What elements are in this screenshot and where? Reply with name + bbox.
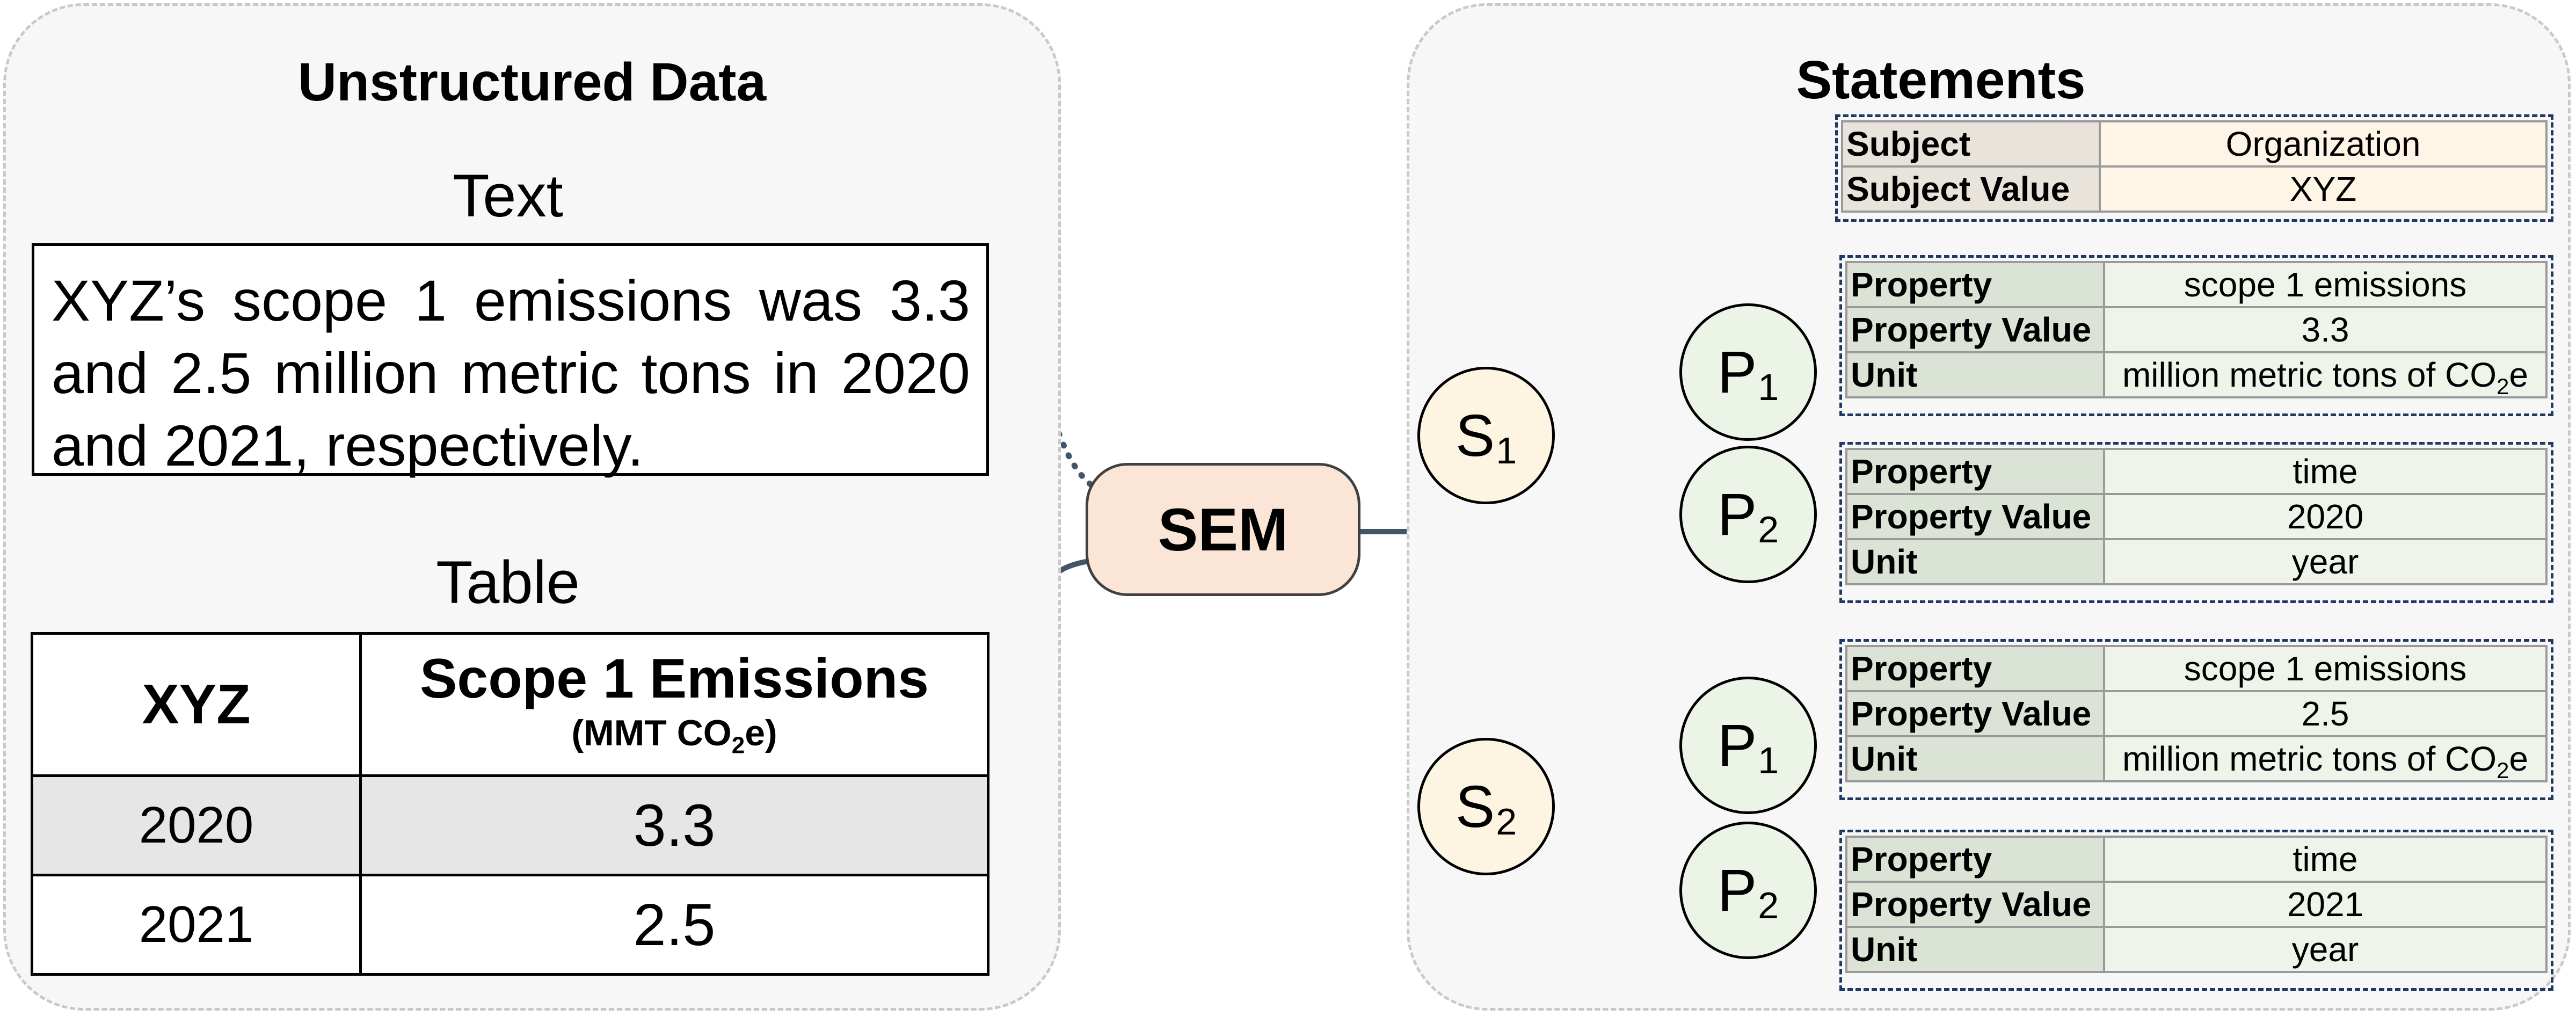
- table-header-company: XYZ: [31, 632, 362, 777]
- unit-value: million metric tons of CO2e: [2103, 735, 2548, 782]
- node-letter: P: [1717, 339, 1757, 405]
- property-name: scope 1 emissions: [2103, 645, 2548, 692]
- node-index: 1: [1758, 366, 1779, 408]
- unstructured-data-title: Unstructured Data: [297, 52, 767, 112]
- property-name: time: [2103, 836, 2548, 883]
- property-row: Property Value 2021: [1845, 881, 2548, 928]
- node-index: 1: [1496, 430, 1517, 471]
- node-letter: S: [1455, 773, 1495, 840]
- node-index: 2: [1758, 884, 1779, 926]
- node-letter: P: [1717, 712, 1757, 779]
- property-value: 2.5: [2103, 690, 2548, 737]
- node-letter: P: [1717, 481, 1757, 548]
- property-statement-1: Property scope 1 emissions Property Value…: [1839, 255, 2553, 416]
- property-value-key: Property Value: [1845, 306, 2105, 353]
- property-key: Property: [1845, 836, 2105, 883]
- property-row: Property scope 1 emissions: [1845, 261, 2548, 308]
- unit-post: e: [2509, 739, 2528, 778]
- table-cell-value: 2.5: [359, 874, 989, 976]
- node-letter: P: [1717, 857, 1757, 924]
- unit-key: Unit: [1845, 351, 2105, 398]
- unit-pre: million metric tons of CO: [2122, 739, 2497, 778]
- property-row: Property scope 1 emissions: [1845, 645, 2548, 692]
- table-header-emissions-label: Scope 1 Emissions: [420, 647, 929, 710]
- property-value-key: Property Value: [1845, 881, 2105, 928]
- subject-key: Subject: [1841, 120, 2101, 168]
- table-header-unit: (MMT CO2e): [362, 709, 987, 761]
- subject-row: Subject Value XYZ: [1841, 165, 2548, 213]
- property-value-key: Property Value: [1845, 493, 2105, 540]
- property-row: Unit year: [1845, 538, 2548, 585]
- subject-value: XYZ: [2099, 165, 2548, 213]
- property-value: 2021: [2103, 881, 2548, 928]
- unit-value: year: [2103, 926, 2548, 973]
- property-value-key: Property Value: [1845, 690, 2105, 737]
- table-cell-year: 2021: [31, 874, 362, 976]
- property-statement-3: Property scope 1 emissions Property Value…: [1839, 639, 2553, 800]
- unit-key: Unit: [1845, 926, 2105, 973]
- node-index: 1: [1758, 739, 1779, 781]
- table-header-emissions: Scope 1 Emissions (MMT CO2e): [359, 632, 989, 777]
- node-index: 2: [1496, 801, 1517, 843]
- property-key: Property: [1845, 448, 2105, 495]
- unit-post: e): [745, 713, 777, 754]
- property-row: Unit million metric tons of CO2e: [1845, 351, 2548, 398]
- text-box: XYZ’s scope 1 emissions was 3.3 and 2.5 …: [32, 243, 989, 478]
- property-row: Unit year: [1845, 926, 2548, 973]
- subject-statement: Subject Organization Subject Value XYZ: [1835, 114, 2553, 222]
- statements-title: Statements: [1796, 50, 2086, 110]
- unit-sub: 2: [731, 732, 745, 759]
- table-row: 2020 3.3: [31, 774, 989, 876]
- property-row: Property Value 3.3: [1845, 306, 2548, 353]
- unit-pre: year: [2291, 542, 2359, 581]
- property-value: 3.3: [2103, 306, 2548, 353]
- property-row: Property Value 2.5: [1845, 690, 2548, 737]
- property-value: 2020: [2103, 493, 2548, 540]
- subject-value: Organization: [2099, 120, 2548, 168]
- node-letter: S: [1455, 402, 1495, 469]
- property-row: Property time: [1845, 836, 2548, 883]
- property-name: scope 1 emissions: [2103, 261, 2548, 308]
- property-statement-4: Property time Property Value 2021 Unit year: [1839, 830, 2553, 991]
- property-row: Unit million metric tons of CO2e: [1845, 735, 2548, 782]
- table-heading: Table: [436, 549, 580, 616]
- text-heading: Text: [453, 162, 563, 229]
- property-key: Property: [1845, 645, 2105, 692]
- property-row: Property Value 2020: [1845, 493, 2548, 540]
- property-key: Property: [1845, 261, 2105, 308]
- subject-row: Subject Organization: [1841, 120, 2548, 168]
- unit-key: Unit: [1845, 735, 2105, 782]
- unstructured-data-panel: Unstructured Data Text XYZ’s scope 1 emi…: [3, 3, 1061, 1011]
- table-header-row: XYZ Scope 1 Emissions (MMT CO2e): [31, 632, 989, 777]
- table-cell-value: 3.3: [359, 774, 989, 876]
- unit-key: Unit: [1845, 538, 2105, 585]
- unit-value: million metric tons of CO2e: [2103, 351, 2548, 398]
- emissions-table: XYZ Scope 1 Emissions (MMT CO2e) 2020 3.…: [31, 632, 989, 976]
- unit-post: e: [2509, 355, 2528, 394]
- unit-value: year: [2103, 538, 2548, 585]
- unit-pre: (MMT CO: [571, 713, 732, 754]
- unit-sub: 2: [2497, 374, 2509, 397]
- unit-sub: 2: [2497, 758, 2509, 781]
- table-row: 2021 2.5: [31, 874, 989, 976]
- subject-key: Subject Value: [1841, 165, 2101, 213]
- property-name: time: [2103, 448, 2548, 495]
- property-statement-2: Property time Property Value 2020 Unit year: [1839, 442, 2553, 603]
- property-row: Property time: [1845, 448, 2548, 495]
- table-cell-year: 2020: [31, 774, 362, 876]
- sem-node: SEM: [1086, 463, 1360, 596]
- unit-pre: year: [2291, 930, 2359, 969]
- node-index: 2: [1758, 509, 1779, 550]
- unit-pre: million metric tons of CO: [2122, 355, 2497, 394]
